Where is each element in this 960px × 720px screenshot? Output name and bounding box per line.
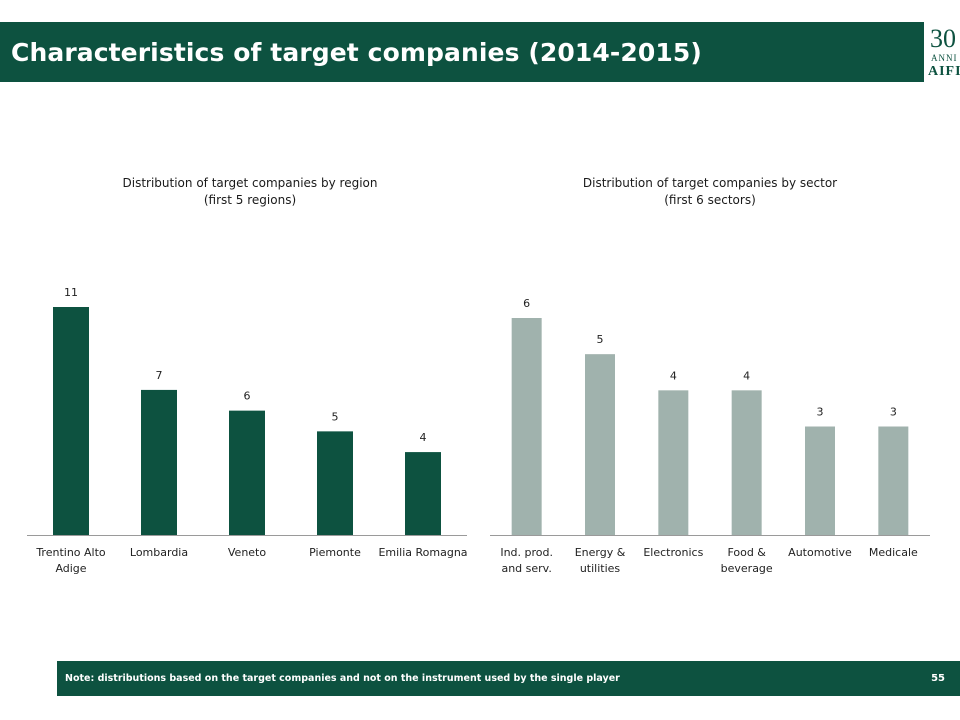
data-label: 7 — [156, 369, 163, 382]
chart-title-sector: Distribution of target companies by sect… — [520, 175, 900, 209]
chart-title-line: Distribution of target companies by regi… — [122, 176, 378, 190]
tick-label: Veneto — [228, 546, 266, 559]
bar — [658, 390, 689, 535]
logo-org: AIFI — [928, 64, 960, 79]
data-label: 3 — [817, 406, 824, 419]
page-title: Characteristics of target companies (201… — [11, 37, 702, 67]
tick-label: Trentino Alto Adige — [35, 546, 106, 575]
bar — [511, 318, 542, 535]
data-label: 6 — [244, 390, 251, 403]
tick-label: Energy & utilities — [575, 546, 626, 575]
tick-label: Electronics — [643, 546, 703, 559]
data-label: 5 — [332, 410, 339, 423]
data-label: 4 — [670, 369, 677, 382]
chart-subtitle-line: (first 5 regions) — [203, 193, 297, 207]
data-label: 5 — [597, 333, 604, 346]
tick-label: Piemonte — [309, 546, 361, 559]
bar — [405, 452, 441, 535]
data-label: 4 — [743, 369, 750, 382]
title-bar: Characteristics of target companies (201… — [0, 22, 924, 82]
bar — [731, 390, 762, 535]
chart-subtitle-line: (first 6 sectors) — [664, 193, 756, 207]
tick-label: Food & beverage — [721, 546, 773, 575]
bar — [805, 426, 835, 535]
bar — [229, 410, 265, 535]
chart-title-line: Distribution of target companies by sect… — [582, 176, 838, 190]
bar — [141, 389, 177, 535]
tick-label: Medicale — [869, 546, 918, 559]
data-label: 3 — [890, 406, 897, 419]
footer-bar: Note: distributions based on the target … — [57, 661, 960, 696]
tick-label: Automotive — [788, 546, 852, 559]
data-label: 4 — [420, 431, 427, 444]
footer-note: Note: distributions based on the target … — [65, 673, 620, 684]
data-label: 6 — [523, 297, 530, 310]
tick-label: Emilia Romagna — [378, 546, 467, 559]
aifi-logo: 30 ANNI AIFI — [928, 26, 960, 80]
logo-subtitle: ANNI — [931, 53, 958, 63]
bar — [585, 354, 615, 535]
bar — [878, 426, 909, 535]
data-label: 11 — [64, 286, 78, 299]
chart-title-region: Distribution of target companies by regi… — [60, 175, 440, 209]
tick-label: Lombardia — [130, 546, 188, 559]
tick-label: Ind. prod. and serv. — [500, 546, 553, 575]
bar — [317, 431, 353, 535]
logo-number: 30 — [930, 24, 956, 53]
page-number: 55 — [931, 673, 945, 684]
bar — [53, 307, 89, 535]
